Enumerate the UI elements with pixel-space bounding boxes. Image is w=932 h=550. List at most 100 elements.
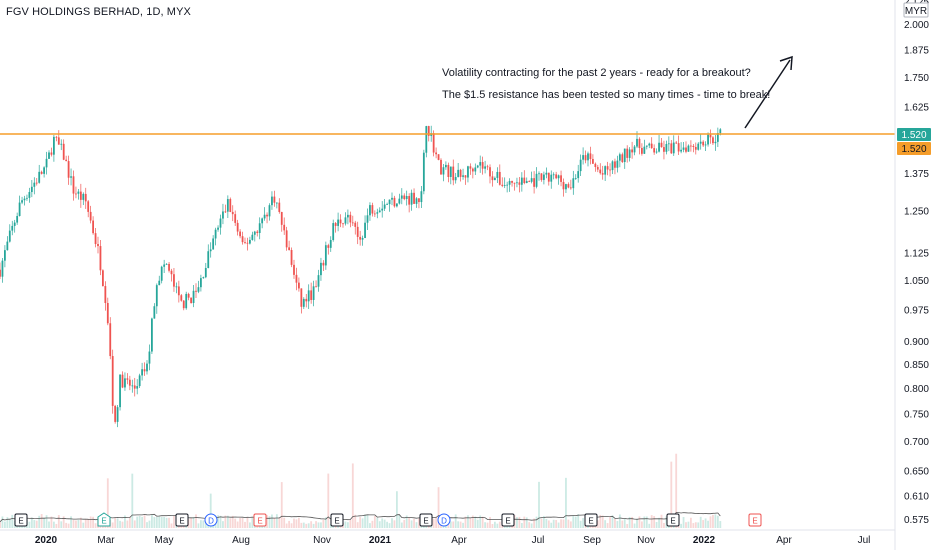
candle-body <box>30 186 33 193</box>
event-marker-earnings-icon[interactable]: E <box>14 513 28 527</box>
svg-text:E: E <box>257 517 262 526</box>
volume-bar <box>347 522 349 528</box>
candle-body <box>579 159 582 172</box>
candle-body <box>28 192 31 198</box>
event-marker-earnings-icon[interactable]: E <box>97 512 111 527</box>
volume-bar <box>410 520 413 528</box>
candle-body <box>572 178 575 189</box>
candle-body <box>516 182 518 184</box>
volume-bar <box>344 521 347 528</box>
volume-bar <box>148 520 151 528</box>
candle-body <box>275 202 278 204</box>
event-marker-dividend-icon[interactable]: D <box>204 513 218 527</box>
candle-body <box>565 184 567 190</box>
candle-body <box>378 210 381 213</box>
volume-bar <box>599 514 602 528</box>
volume-bar <box>92 516 94 528</box>
volume-bar <box>163 516 166 528</box>
candle-body <box>592 158 594 164</box>
forecast-arrow[interactable] <box>744 59 791 129</box>
candle-body <box>687 145 690 152</box>
candle-body <box>518 182 521 185</box>
event-marker-earnings-icon[interactable]: E <box>666 513 680 527</box>
candle-body <box>337 219 339 226</box>
svg-text:E: E <box>18 517 23 526</box>
time-tick-label: Nov <box>637 535 655 546</box>
price-tick-label: 2.000 <box>904 20 929 31</box>
candle-body <box>432 133 435 153</box>
candle-body <box>168 263 170 271</box>
candle-body <box>631 149 633 153</box>
candle-body <box>427 126 430 136</box>
volume-bar <box>70 516 72 528</box>
candle-body <box>102 270 104 287</box>
candle-body <box>324 245 327 266</box>
event-marker-earnings-icon[interactable]: E <box>501 513 515 527</box>
volume-bar <box>217 515 219 528</box>
candle-body <box>192 290 195 304</box>
volume-bar <box>474 516 477 528</box>
volume-bar <box>351 463 354 528</box>
candle-body <box>498 171 501 185</box>
volume-bar <box>452 521 455 528</box>
candle-body <box>209 249 212 252</box>
candle-body <box>523 177 526 184</box>
event-marker-earnings-icon[interactable]: E <box>584 513 598 527</box>
candle-body <box>555 174 558 179</box>
volume-bar <box>192 516 195 528</box>
volume-bar <box>469 517 472 528</box>
volume-bar <box>369 523 371 528</box>
event-marker-earnings-icon[interactable]: E <box>253 513 267 527</box>
volume-bar <box>719 521 722 528</box>
candle-body <box>471 168 474 172</box>
candle-body <box>486 166 489 168</box>
volume-bar <box>209 493 212 528</box>
price-tick-label: 1.625 <box>904 102 929 113</box>
price-tick-label: 0.975 <box>904 305 929 316</box>
candle-body <box>663 147 665 152</box>
candle-body <box>599 169 602 174</box>
annotation-volatility[interactable]: Volatility contracting for the past 2 ye… <box>442 67 751 79</box>
volume-bar <box>82 522 85 528</box>
candle-body <box>569 187 572 189</box>
volume-bar <box>538 481 540 528</box>
volume-bar <box>48 521 50 528</box>
candle-body <box>682 147 685 150</box>
candle-body <box>283 224 286 231</box>
event-marker-dividend-icon[interactable]: D <box>437 513 451 527</box>
volume-bar <box>222 521 224 528</box>
event-marker-earnings-icon[interactable]: E <box>175 513 189 527</box>
time-axis[interactable]: 2020 Mar May Aug Nov 2021 Apr Jul Sep Nov 2022 Apr J… <box>35 535 871 546</box>
volume-bar <box>244 521 246 528</box>
volume-bar <box>663 522 665 528</box>
volume-bar <box>555 519 558 528</box>
event-marker-earnings-icon[interactable]: E <box>330 513 344 527</box>
candle-body <box>680 149 682 152</box>
svg-text:D: D <box>441 517 447 526</box>
volume-bar <box>307 523 310 528</box>
price-axis[interactable]: 2.1252.0001.8751.7501.6251.3751.2501.125… <box>904 0 929 526</box>
volume-bar <box>687 521 690 528</box>
candle-body <box>67 161 70 178</box>
annotation-resistance[interactable]: The $1.5 resistance has been tested so m… <box>442 89 771 101</box>
candle-body <box>119 374 121 408</box>
volume-bar <box>62 516 65 528</box>
volume-bar <box>670 461 673 528</box>
volume-bar <box>467 515 469 528</box>
volume-bar <box>160 516 163 528</box>
volume-bar <box>577 514 580 528</box>
event-marker-earnings-icon[interactable]: E <box>748 513 762 527</box>
candle-body <box>347 214 349 218</box>
volume-bar <box>408 517 411 528</box>
volume-bar <box>628 516 631 528</box>
resistance-price-tag <box>897 142 931 155</box>
candle-body <box>222 211 224 219</box>
time-tick-label: Jul <box>858 535 871 546</box>
volume-bar <box>0 521 1 528</box>
volume-bar <box>138 516 141 528</box>
candle-body <box>79 191 82 200</box>
candle-body <box>173 274 175 287</box>
candle-body <box>445 164 447 168</box>
event-marker-earnings-icon[interactable]: E <box>419 513 433 527</box>
